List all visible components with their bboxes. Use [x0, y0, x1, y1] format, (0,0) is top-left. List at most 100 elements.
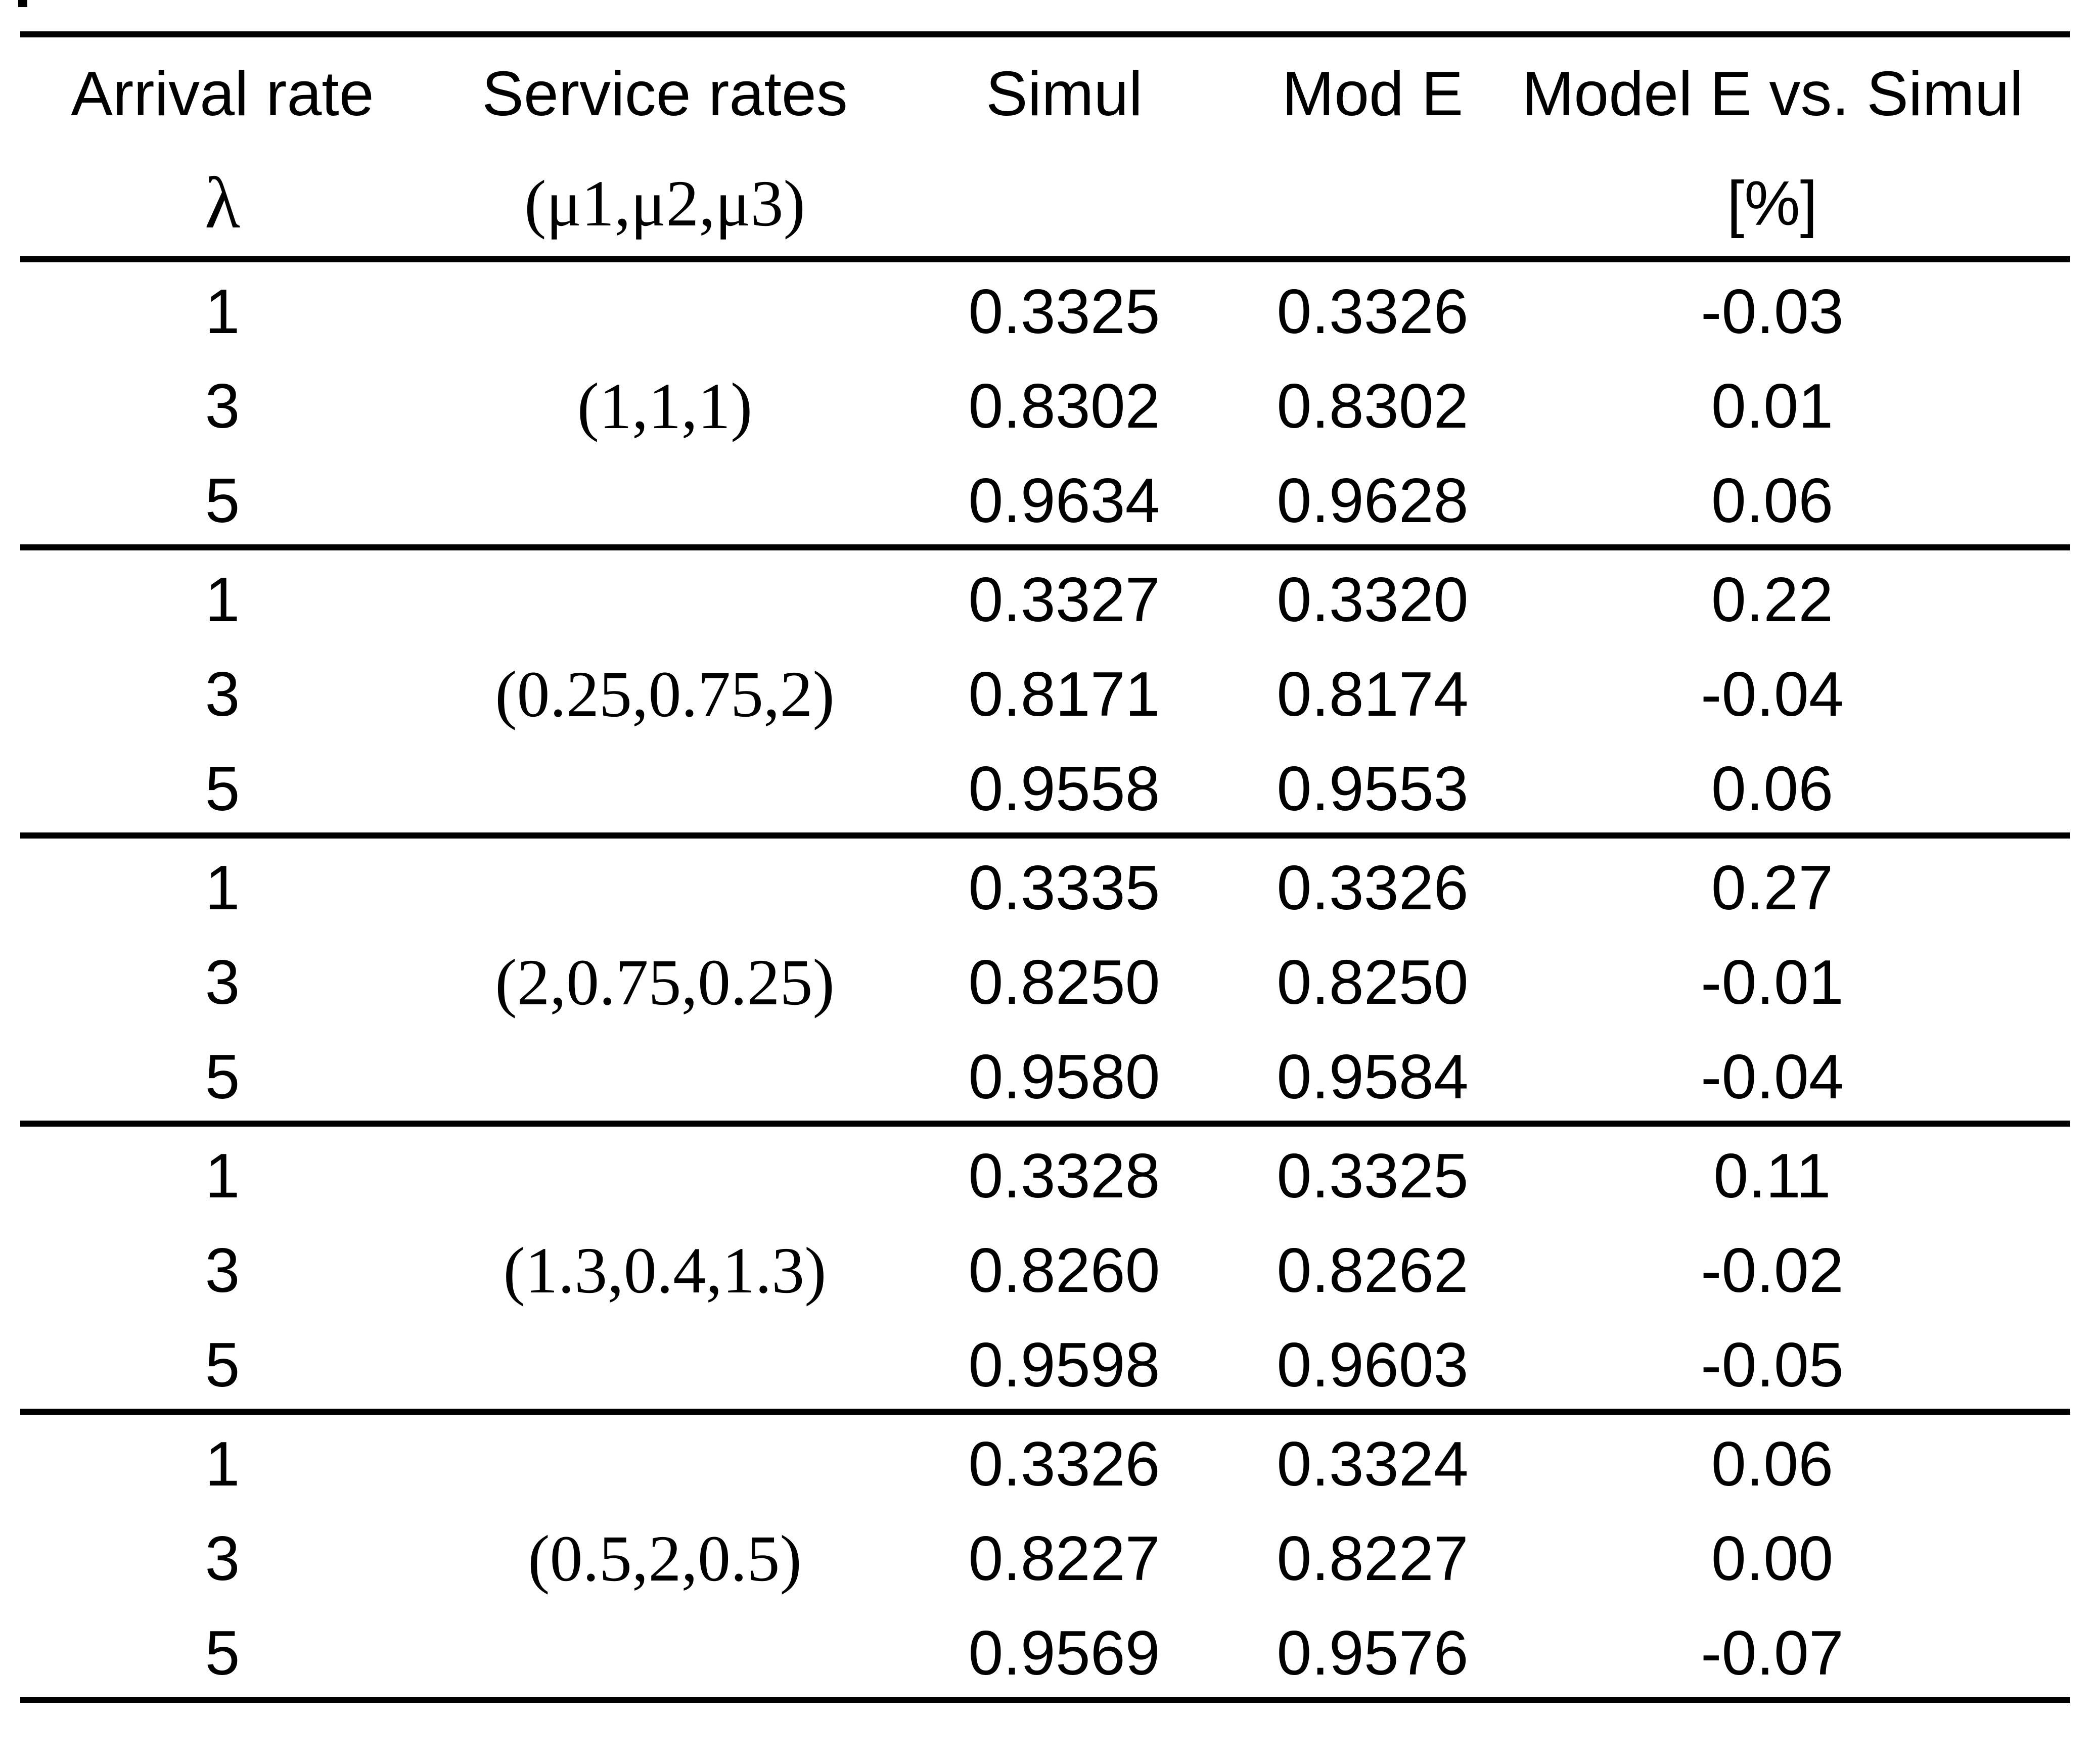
table-header: Arrival rate Service rates Simul Mod E M… [20, 34, 2070, 259]
diff-value: 0.06 [1711, 466, 1834, 536]
service-rates-value [425, 1316, 905, 1412]
lambda-value: 3 [205, 948, 240, 1017]
mod-e-value: 0.8302 [1277, 372, 1469, 441]
service-rate-group-2: 1 0.3327 0.3320 0.22 3 (0.25,0.75,2) 0.8… [20, 547, 2070, 835]
lambda-value: 3 [205, 1236, 240, 1306]
diff-value: 0.11 [1713, 1141, 1831, 1211]
service-rates-value: (2,0.75,0.25) [495, 946, 835, 1019]
lambda-value: 3 [205, 372, 240, 441]
mod-e-value: 0.8250 [1277, 948, 1469, 1017]
diff-value: 0.01 [1711, 372, 1834, 441]
service-rates-value [425, 1028, 905, 1124]
service-rates-value [425, 451, 905, 547]
service-rates-value [425, 835, 905, 932]
mod-e-value: 0.8262 [1277, 1236, 1469, 1306]
diff-value: 0.27 [1711, 853, 1834, 923]
simul-value: 0.3325 [968, 277, 1160, 347]
service-rates-value [425, 259, 905, 355]
mod-e-value: 0.9553 [1277, 754, 1469, 824]
mu-tuple-symbol: (μ1,μ2,μ3) [524, 167, 805, 240]
table-row: 5 0.9634 0.9628 0.06 [20, 451, 2070, 547]
service-rates-value: (1,1,1) [577, 370, 753, 443]
lambda-value: 1 [205, 1141, 240, 1211]
mod-e-value: 0.8227 [1277, 1524, 1469, 1594]
table-row: 5 0.9580 0.9584 -0.04 [20, 1028, 2070, 1124]
mod-e-value: 0.3324 [1277, 1429, 1469, 1499]
results-table: Arrival rate Service rates Simul Mod E M… [20, 31, 2070, 1703]
lambda-value: 1 [205, 853, 240, 923]
header-row-2: λ (μ1,μ2,μ3) [%] [20, 151, 2070, 259]
table-row: 5 0.9569 0.9576 -0.07 [20, 1604, 2070, 1700]
diff-value: -0.03 [1701, 277, 1844, 347]
table-row: 3 (0.25,0.75,2) 0.8171 0.8174 -0.04 [20, 643, 2070, 739]
table-row: 1 0.3325 0.3326 -0.03 [20, 259, 2070, 355]
diff-value: -0.04 [1701, 1042, 1844, 1112]
simul-value: 0.8302 [968, 372, 1160, 441]
table-row: 1 0.3335 0.3326 0.27 [20, 835, 2070, 932]
diff-value: -0.01 [1701, 948, 1844, 1017]
lambda-value: 5 [205, 466, 240, 536]
simul-value: 0.3326 [968, 1429, 1160, 1499]
service-rates-value: (0.5,2,0.5) [528, 1522, 802, 1595]
diff-value: -0.07 [1701, 1618, 1844, 1688]
lambda-value: 3 [205, 1524, 240, 1594]
col-header-model-vs-simul: Model E vs. Simul [1522, 59, 2024, 129]
diff-value: -0.02 [1701, 1236, 1844, 1306]
simul-value: 0.9569 [968, 1618, 1160, 1688]
mod-e-value: 0.3320 [1277, 565, 1469, 635]
lambda-value: 1 [205, 565, 240, 635]
simul-value: 0.9598 [968, 1330, 1160, 1400]
mod-e-value: 0.9628 [1277, 466, 1469, 536]
table-row: 3 (2,0.75,0.25) 0.8250 0.8250 -0.01 [20, 932, 2070, 1028]
empty-header-cell [1223, 151, 1522, 259]
service-rates-value [425, 1604, 905, 1700]
service-rate-group-1: 1 0.3325 0.3326 -0.03 3 (1,1,1) 0.8302 0… [20, 259, 2070, 547]
service-rate-group-3: 1 0.3335 0.3326 0.27 3 (2,0.75,0.25) 0.8… [20, 835, 2070, 1124]
mod-e-value: 0.9603 [1277, 1330, 1469, 1400]
diff-value: 0.00 [1711, 1524, 1834, 1594]
diff-value: -0.05 [1701, 1330, 1844, 1400]
lambda-symbol: λ [204, 163, 241, 244]
percent-unit-label: [%] [1726, 168, 1818, 239]
simul-value: 0.9634 [968, 466, 1160, 536]
simul-value: 0.8227 [968, 1524, 1160, 1594]
simul-value: 0.9580 [968, 1042, 1160, 1112]
simul-value: 0.3328 [968, 1141, 1160, 1211]
diff-value: 0.06 [1711, 754, 1834, 824]
mod-e-value: 0.9576 [1277, 1618, 1469, 1688]
mod-e-value: 0.3325 [1277, 1141, 1469, 1211]
col-header-service-rates: Service rates [482, 59, 848, 129]
col-header-mod-e: Mod E [1282, 59, 1464, 129]
mod-e-value: 0.3326 [1277, 853, 1469, 923]
service-rate-group-5: 1 0.3326 0.3324 0.06 3 (0.5,2,0.5) 0.822… [20, 1412, 2070, 1700]
lambda-value: 5 [205, 754, 240, 824]
cropped-text-fragment [18, 0, 27, 7]
diff-value: 0.06 [1711, 1429, 1834, 1499]
simul-value: 0.8260 [968, 1236, 1160, 1306]
table-row: 3 (1.3,0.4,1.3) 0.8260 0.8262 -0.02 [20, 1220, 2070, 1316]
lambda-value: 1 [205, 1429, 240, 1499]
service-rates-value: (0.25,0.75,2) [495, 658, 835, 731]
lambda-value: 5 [205, 1330, 240, 1400]
table-row: 3 (1,1,1) 0.8302 0.8302 0.01 [20, 355, 2070, 451]
simul-value: 0.8250 [968, 948, 1160, 1017]
service-rates-value [425, 1412, 905, 1508]
mod-e-value: 0.3326 [1277, 277, 1469, 347]
service-rates-value [425, 547, 905, 643]
service-rates-value: (1.3,0.4,1.3) [503, 1234, 827, 1307]
service-rates-value [425, 739, 905, 835]
table-row: 3 (0.5,2,0.5) 0.8227 0.8227 0.00 [20, 1508, 2070, 1604]
table-row: 5 0.9558 0.9553 0.06 [20, 739, 2070, 835]
simul-value: 0.9558 [968, 754, 1160, 824]
diff-value: -0.04 [1701, 660, 1844, 729]
table-row: 1 0.3326 0.3324 0.06 [20, 1412, 2070, 1508]
table-row: 1 0.3327 0.3320 0.22 [20, 547, 2070, 643]
service-rates-value [425, 1124, 905, 1220]
header-row-1: Arrival rate Service rates Simul Mod E M… [20, 34, 2070, 151]
diff-value: 0.22 [1711, 565, 1834, 635]
service-rate-group-4: 1 0.3328 0.3325 0.11 3 (1.3,0.4,1.3) 0.8… [20, 1124, 2070, 1412]
simul-value: 0.8171 [968, 660, 1160, 729]
simul-value: 0.3327 [968, 565, 1160, 635]
empty-header-cell [905, 151, 1223, 259]
mod-e-value: 0.8174 [1277, 660, 1469, 729]
